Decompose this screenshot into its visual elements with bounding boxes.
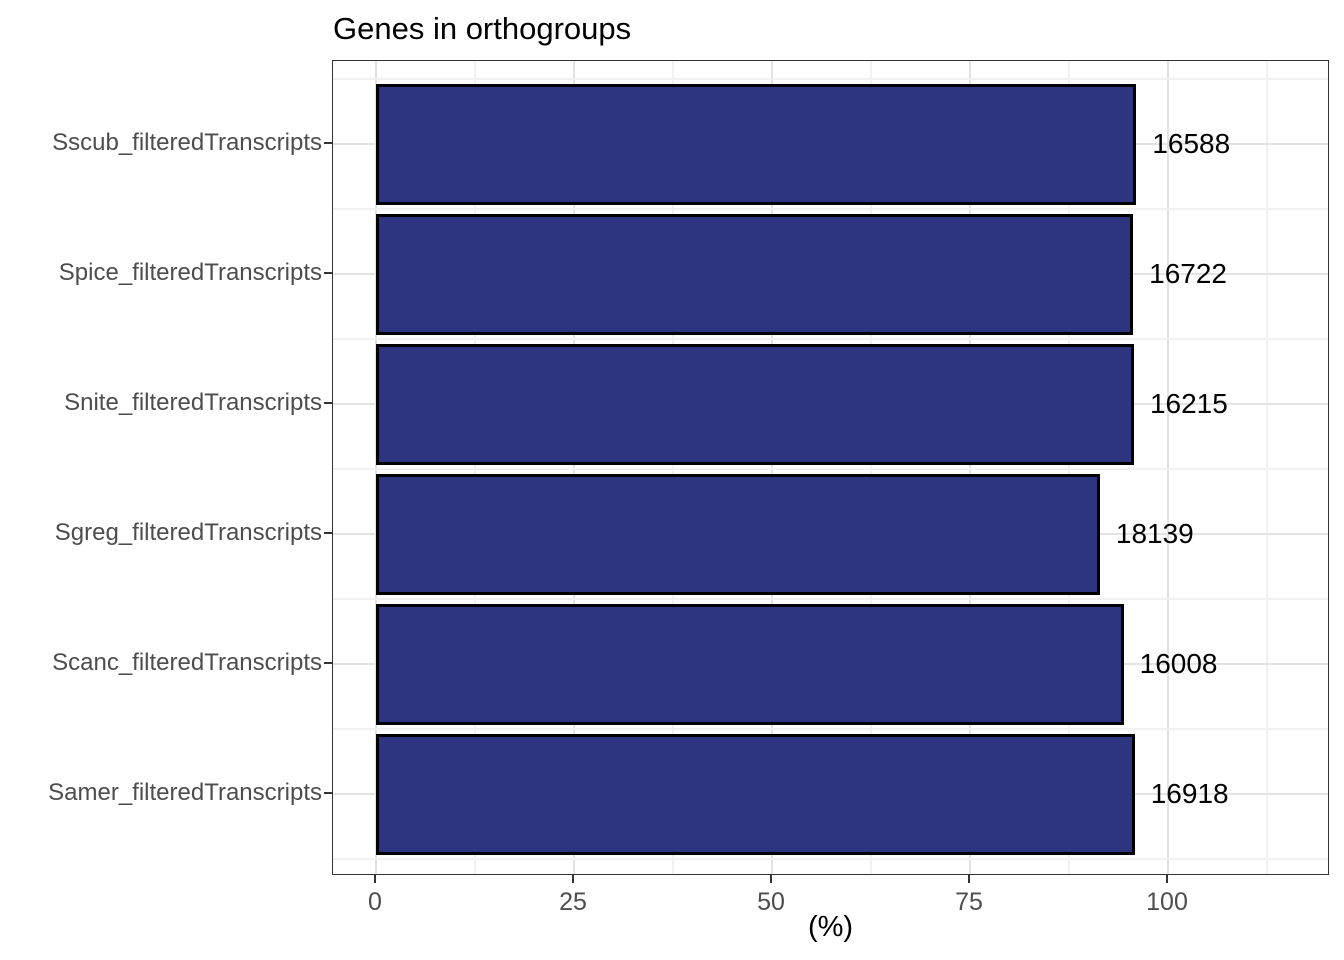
gridline-horizontal-minor xyxy=(333,78,1328,80)
bar-value-label: 16215 xyxy=(1149,388,1228,419)
x-tick-label: 100 xyxy=(1146,888,1188,916)
y-tick-label: Sscub_filteredTranscripts xyxy=(52,129,322,156)
plot-panel: 16588 16722 16215 18139 16008 16918 xyxy=(332,60,1329,875)
gridline-vertical-major xyxy=(573,61,575,874)
gridline-vertical-major xyxy=(375,61,377,874)
gridline-vertical-major xyxy=(771,61,773,874)
bar xyxy=(376,733,1135,855)
bar xyxy=(376,473,1100,595)
chart-title: Genes in orthogroups xyxy=(333,11,632,46)
y-tick-mark xyxy=(324,661,332,665)
x-tick-mark xyxy=(1165,875,1169,883)
y-tick-label: Sgreg_filteredTranscripts xyxy=(54,519,322,546)
gridline-horizontal-minor xyxy=(333,208,1328,210)
bar-value-label: 16722 xyxy=(1149,258,1228,289)
y-tick-mark xyxy=(324,531,332,535)
y-tick-mark xyxy=(324,401,332,405)
gridline-vertical-minor xyxy=(672,61,674,874)
y-tick-mark xyxy=(324,271,332,275)
x-tick-mark xyxy=(769,875,773,883)
x-tick-label: 75 xyxy=(955,888,983,916)
gridline-horizontal-minor xyxy=(333,858,1328,860)
y-tick-label: Scanc_filteredTranscripts xyxy=(52,649,322,676)
gridline-horizontal-minor xyxy=(333,598,1328,600)
gridline-horizontal-minor xyxy=(333,338,1328,340)
gridline-vertical-major xyxy=(969,61,971,874)
x-axis-title: (%) xyxy=(807,911,854,943)
gridline-vertical-minor xyxy=(1068,61,1070,874)
y-tick-label: Spice_filteredTranscripts xyxy=(58,259,322,286)
bar-value-label: 16588 xyxy=(1152,128,1231,159)
bar-value-label: 16008 xyxy=(1139,648,1218,679)
y-tick-label: Samer_filteredTranscripts xyxy=(48,779,322,806)
bar xyxy=(376,343,1134,465)
bar-value-label: 18139 xyxy=(1115,518,1194,549)
x-tick-mark xyxy=(967,875,971,883)
x-tick-label: 25 xyxy=(559,888,587,916)
y-tick-mark xyxy=(324,791,332,795)
y-tick-label: Snite_filteredTranscripts xyxy=(64,389,322,416)
x-tick-label: 0 xyxy=(368,888,382,916)
bar xyxy=(376,213,1134,335)
gridline-vertical-major xyxy=(1167,61,1169,874)
x-tick-label: 50 xyxy=(757,888,785,916)
bar xyxy=(376,83,1137,205)
gridline-horizontal-minor xyxy=(333,728,1328,730)
x-tick-mark xyxy=(571,875,575,883)
bar-value-label: 16918 xyxy=(1150,778,1229,809)
gridline-vertical-minor xyxy=(870,61,872,874)
gridline-vertical-minor xyxy=(474,61,476,874)
gridline-horizontal-minor xyxy=(333,468,1328,470)
x-tick-mark xyxy=(373,875,377,883)
bar xyxy=(376,603,1124,725)
gridline-vertical-minor xyxy=(1266,61,1268,874)
y-tick-mark xyxy=(324,141,332,145)
